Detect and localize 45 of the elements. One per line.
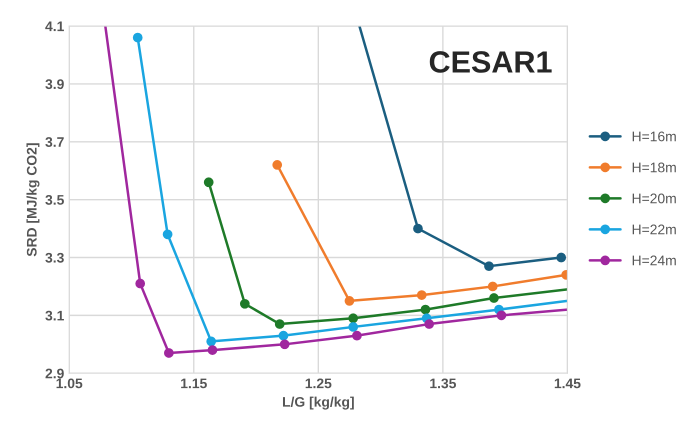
point	[135, 278, 146, 288]
point	[204, 177, 214, 188]
y-tick-label: 3.3	[45, 252, 64, 263]
point	[420, 304, 430, 314]
point	[240, 298, 250, 309]
point	[424, 319, 434, 329]
y-tick-label: 3.5	[45, 194, 64, 205]
point	[132, 32, 143, 42]
annotation: CESAR1	[430, 51, 552, 73]
legend-label: H=24m	[632, 256, 676, 266]
y-tick-label: 3.9	[45, 79, 64, 90]
point	[208, 345, 218, 355]
point	[489, 293, 499, 303]
y-tick-label: 4.1	[45, 22, 64, 32]
x-tick-label: 1.05	[56, 378, 82, 388]
point	[278, 330, 288, 340]
point	[274, 319, 285, 329]
x-tick-label: 1.45	[554, 378, 581, 388]
point	[488, 282, 498, 292]
legend-label: H=18m	[632, 162, 676, 172]
point	[484, 261, 494, 272]
y-tick-label: 3.1	[45, 310, 64, 321]
x-axis-title: L/G [kg/kg]	[282, 396, 354, 410]
point	[162, 230, 172, 240]
point	[348, 313, 358, 324]
point	[352, 330, 362, 340]
point	[280, 339, 290, 350]
x-tick-label: 1.25	[306, 378, 332, 388]
legend-label: H=20m	[632, 194, 676, 204]
point	[496, 310, 506, 320]
point	[206, 336, 216, 346]
point	[413, 224, 423, 234]
point	[344, 296, 354, 306]
x-tick-label: 1.35	[430, 378, 456, 388]
point	[164, 348, 174, 358]
x-tick-label: 1.15	[181, 378, 207, 388]
legend-label: H=16m	[632, 132, 676, 142]
point	[272, 160, 282, 170]
point	[556, 252, 566, 262]
y-tick-label: 2.9	[46, 368, 64, 378]
point	[348, 322, 358, 332]
legend-label: H=22m	[632, 224, 676, 234]
y-tick-label: 3.7	[45, 137, 64, 147]
y-axis-title: SRD [MJ/kg CO2]	[26, 143, 40, 256]
point	[416, 290, 427, 300]
